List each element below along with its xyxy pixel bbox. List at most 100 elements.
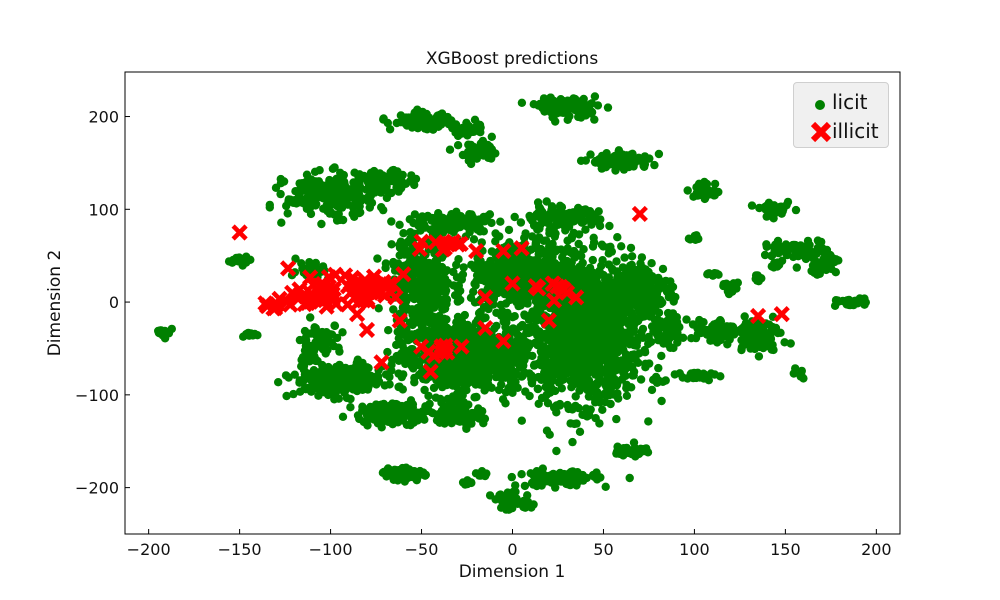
licit-point (534, 372, 543, 382)
licit-point (533, 341, 542, 350)
licit-point (454, 255, 463, 264)
licit-point (298, 377, 308, 387)
licit-point (589, 351, 599, 360)
licit-point (480, 349, 490, 358)
licit-point (377, 400, 387, 409)
licit-point (605, 386, 614, 395)
licit-point (529, 100, 538, 109)
licit-point (568, 437, 577, 447)
plot-area (154, 92, 870, 514)
licit-point (301, 198, 310, 208)
licit-point (472, 392, 481, 402)
licit-point (424, 275, 434, 284)
licit-point (385, 401, 394, 411)
licit-point (543, 268, 553, 277)
licit-point (277, 218, 286, 227)
licit-point (444, 410, 453, 419)
licit-point (627, 363, 637, 372)
licit-point (265, 203, 274, 212)
licit-point (423, 326, 433, 335)
licit-point (582, 270, 592, 279)
licit-point (431, 301, 440, 310)
licit-point (551, 229, 560, 238)
licit-point (590, 472, 599, 481)
licit-point (399, 229, 408, 238)
licit-point (566, 104, 575, 113)
licit-point (373, 254, 382, 263)
licit-point (514, 352, 523, 362)
licit-point (353, 411, 363, 420)
licit-point (540, 362, 549, 372)
licit-point (330, 187, 339, 197)
licit-point (554, 341, 564, 351)
licit-point (411, 416, 421, 425)
licit-point (419, 221, 428, 230)
licit-point (453, 141, 463, 150)
licit-point (590, 387, 600, 396)
licit-point (543, 335, 552, 344)
licit-point (603, 315, 612, 325)
licit-point (439, 367, 448, 377)
licit-point (463, 147, 473, 156)
licit-point (330, 321, 340, 331)
licit-point (467, 210, 476, 219)
licit-point (479, 357, 489, 367)
licit-point (550, 259, 559, 268)
licit-point (433, 275, 442, 284)
licit-point (442, 315, 451, 324)
licit-point (501, 259, 511, 268)
licit-point (614, 146, 624, 155)
licit-point (575, 427, 585, 436)
licit-point (334, 367, 343, 376)
licit-point (617, 242, 626, 251)
licit-point (533, 384, 543, 393)
licit-point (456, 295, 465, 305)
licit-point (408, 403, 417, 412)
licit-point (414, 328, 424, 337)
licit-point (555, 211, 565, 221)
licit-point (335, 385, 344, 394)
licit-point (636, 275, 645, 285)
licit-point (622, 391, 632, 400)
licit-point (535, 205, 545, 214)
licit-point (487, 132, 496, 141)
licit-point (309, 262, 318, 271)
licit-point (436, 265, 445, 275)
licit-point (476, 268, 486, 278)
licit-point (392, 183, 401, 192)
licit-point (365, 410, 374, 419)
licit-point (594, 270, 603, 279)
licit-point (599, 333, 609, 343)
licit-point (608, 369, 617, 379)
licit-point (534, 264, 543, 274)
licit-point (627, 252, 637, 261)
licit-point (498, 395, 508, 404)
licit-point (440, 274, 450, 284)
licit-point (302, 177, 311, 186)
licit-point (445, 145, 455, 154)
licit-point (367, 198, 377, 208)
licit-point (662, 332, 672, 341)
licit-point (532, 481, 541, 491)
licit-point (666, 277, 675, 286)
licit-point (637, 295, 646, 304)
licit-point (372, 372, 381, 381)
licit-point (506, 295, 516, 304)
licit-point (644, 417, 653, 426)
licit-point (582, 358, 591, 368)
licit-point (452, 273, 462, 282)
licit-point (535, 327, 544, 336)
licit-point (309, 177, 318, 186)
licit-point (625, 473, 634, 483)
licit-point (451, 120, 461, 129)
licit-point (383, 347, 392, 357)
licit-point (626, 243, 636, 253)
licit-point (604, 305, 613, 315)
licit-point (463, 320, 472, 330)
licit-point (607, 352, 616, 361)
licit-point (630, 316, 640, 326)
licit-point (581, 156, 590, 165)
licit-point (511, 377, 520, 387)
licit-point (562, 369, 571, 378)
licit-point (589, 233, 598, 242)
